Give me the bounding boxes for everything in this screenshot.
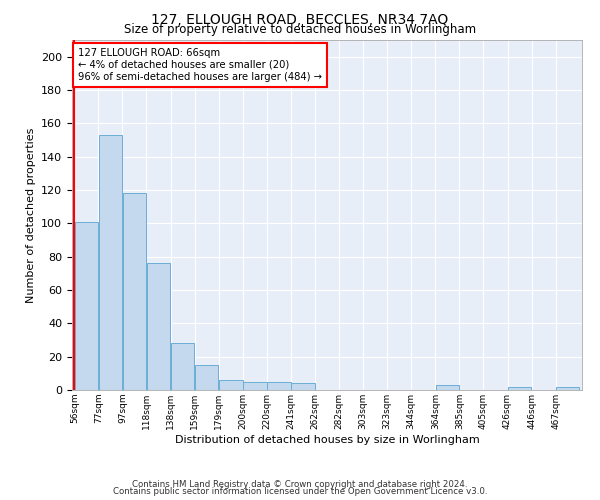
Text: Contains HM Land Registry data © Crown copyright and database right 2024.: Contains HM Land Registry data © Crown c… <box>132 480 468 489</box>
Text: 127, ELLOUGH ROAD, BECCLES, NR34 7AQ: 127, ELLOUGH ROAD, BECCLES, NR34 7AQ <box>151 12 449 26</box>
Bar <box>195 365 218 390</box>
Bar <box>291 384 315 390</box>
Bar <box>436 385 459 390</box>
Bar <box>267 382 290 390</box>
Bar <box>556 386 580 390</box>
Bar <box>74 222 98 390</box>
Text: Contains public sector information licensed under the Open Government Licence v3: Contains public sector information licen… <box>113 487 487 496</box>
Bar <box>243 382 266 390</box>
Bar <box>219 380 242 390</box>
X-axis label: Distribution of detached houses by size in Worlingham: Distribution of detached houses by size … <box>175 434 479 444</box>
Bar <box>147 264 170 390</box>
Bar <box>508 386 532 390</box>
Text: Size of property relative to detached houses in Worlingham: Size of property relative to detached ho… <box>124 22 476 36</box>
Bar <box>122 194 146 390</box>
Y-axis label: Number of detached properties: Number of detached properties <box>26 128 35 302</box>
Bar <box>98 135 122 390</box>
Text: 127 ELLOUGH ROAD: 66sqm
← 4% of detached houses are smaller (20)
96% of semi-det: 127 ELLOUGH ROAD: 66sqm ← 4% of detached… <box>78 48 322 82</box>
Bar <box>171 344 194 390</box>
